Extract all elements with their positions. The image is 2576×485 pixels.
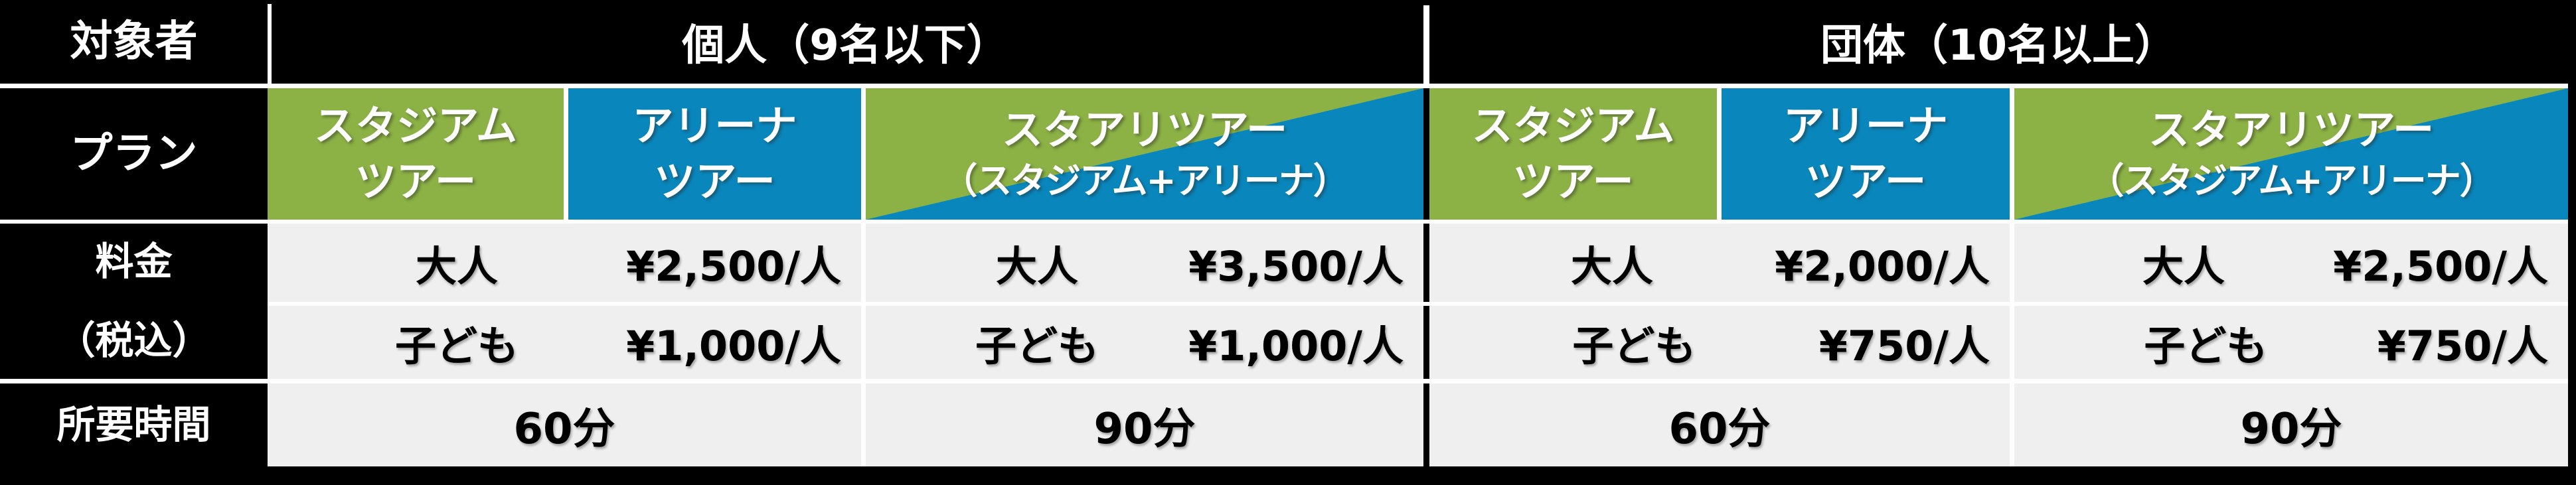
duration-cell-group-combo: 90分 [2014, 383, 2568, 466]
price-header-line2: （税込） [56, 318, 211, 363]
cell-divider [861, 224, 866, 302]
plan-name-line1: スタアリツアー [1001, 105, 1288, 154]
price-value: ¥750/人 [2377, 322, 2548, 370]
plan-name-line1: スタジアム [314, 102, 517, 151]
row-header-price: 料金 （税込） [0, 224, 268, 379]
duration-cell-individual-stadium-arena: 60分 [268, 383, 861, 466]
plan-cell-group-combo: スタアリツアー （スタジアム+アリーナ） [2014, 88, 2568, 220]
price-value: ¥3,500/人 [1188, 242, 1404, 291]
cell-divider [2010, 306, 2014, 379]
row-header-plan: プラン [70, 129, 198, 178]
price-cell-individual-combo-adult: 大人 ¥3,500/人 [866, 224, 1423, 302]
cell-divider [2010, 88, 2014, 220]
plan-cell-group-arena: アリーナ ツアー [1722, 88, 2010, 220]
plan-name-line2: （スタジアム+アリーナ） [941, 160, 1348, 202]
cell-divider [861, 88, 866, 220]
plan-name-line2: （スタジアム+アリーナ） [2088, 160, 2495, 202]
plan-cell-individual-arena: アリーナ ツアー [568, 88, 861, 220]
cell-divider [2010, 383, 2014, 466]
price-cell-individual-stadium-arena-child: 子ども ¥1,000/人 [268, 306, 861, 379]
price-value: ¥1,000/人 [626, 322, 841, 370]
price-header-line1: 料金 [95, 239, 173, 285]
cell-divider [564, 88, 568, 220]
plan-cell-individual-stadium: スタジアム ツアー [268, 88, 564, 220]
plan-cell-group-stadium: スタジアム ツアー [1429, 88, 1717, 220]
price-age-label: 子ども [975, 322, 1099, 370]
section-header-group: 団体（10名以上） [1820, 21, 2178, 70]
cell-divider [2010, 224, 2014, 302]
price-cell-group-stadium-arena-child: 子ども ¥750/人 [1429, 306, 2010, 379]
price-value: ¥750/人 [1818, 322, 1990, 370]
plan-name-line2: ツアー [355, 157, 477, 206]
audience-divider [268, 4, 272, 84]
price-age-label: 子ども [395, 322, 519, 370]
price-cell-group-combo-adult: 大人 ¥2,500/人 [2014, 224, 2568, 302]
price-cell-individual-combo-child: 子ども ¥1,000/人 [866, 306, 1423, 379]
section-header-individual: 個人（9名以下） [682, 21, 1009, 70]
duration-cell-individual-combo: 90分 [866, 383, 1423, 466]
cell-divider [1717, 88, 1722, 220]
price-age-label: 大人 [1571, 242, 1654, 291]
cell-divider [861, 383, 866, 466]
plan-name-line1: アリーナ [1783, 102, 1948, 151]
plan-name-line1: スタジアム [1471, 102, 1675, 151]
price-value: ¥2,000/人 [1775, 242, 1990, 291]
price-cell-group-combo-child: 子ども ¥750/人 [2014, 306, 2568, 379]
price-value: ¥1,000/人 [1188, 322, 1404, 370]
cell-divider [861, 306, 866, 379]
duration-cell-group-stadium-arena: 60分 [1429, 383, 2010, 466]
section-divider-row1 [1423, 5, 1429, 84]
row-header-duration: 所要時間 [56, 401, 211, 447]
adult-child-divider [268, 302, 2568, 306]
row-divider [0, 379, 2568, 383]
row-divider [0, 220, 2568, 224]
plan-name-line1: アリーナ [632, 102, 797, 151]
plan-name-line1: スタアリツアー [2148, 105, 2435, 154]
plan-cell-individual-combo: スタアリツアー （スタジアム+アリーナ） [866, 88, 1423, 220]
price-age-label: 大人 [416, 242, 499, 291]
row-header-audience: 対象者 [70, 17, 198, 66]
price-cell-individual-stadium-arena-adult: 大人 ¥2,500/人 [268, 224, 861, 302]
row-divider [0, 84, 2568, 88]
price-cell-group-stadium-arena-adult: 大人 ¥2,000/人 [1429, 224, 2010, 302]
price-value: ¥2,500/人 [626, 242, 841, 291]
price-value: ¥2,500/人 [2333, 242, 2548, 291]
price-age-label: 子ども [1572, 322, 1696, 370]
price-age-label: 大人 [2142, 242, 2225, 291]
plan-name-line2: ツアー [1512, 157, 1634, 206]
plan-name-line2: ツアー [654, 157, 775, 206]
price-age-label: 子ども [2144, 322, 2268, 370]
price-age-label: 大人 [996, 242, 1079, 291]
plan-name-line2: ツアー [1805, 157, 1927, 206]
